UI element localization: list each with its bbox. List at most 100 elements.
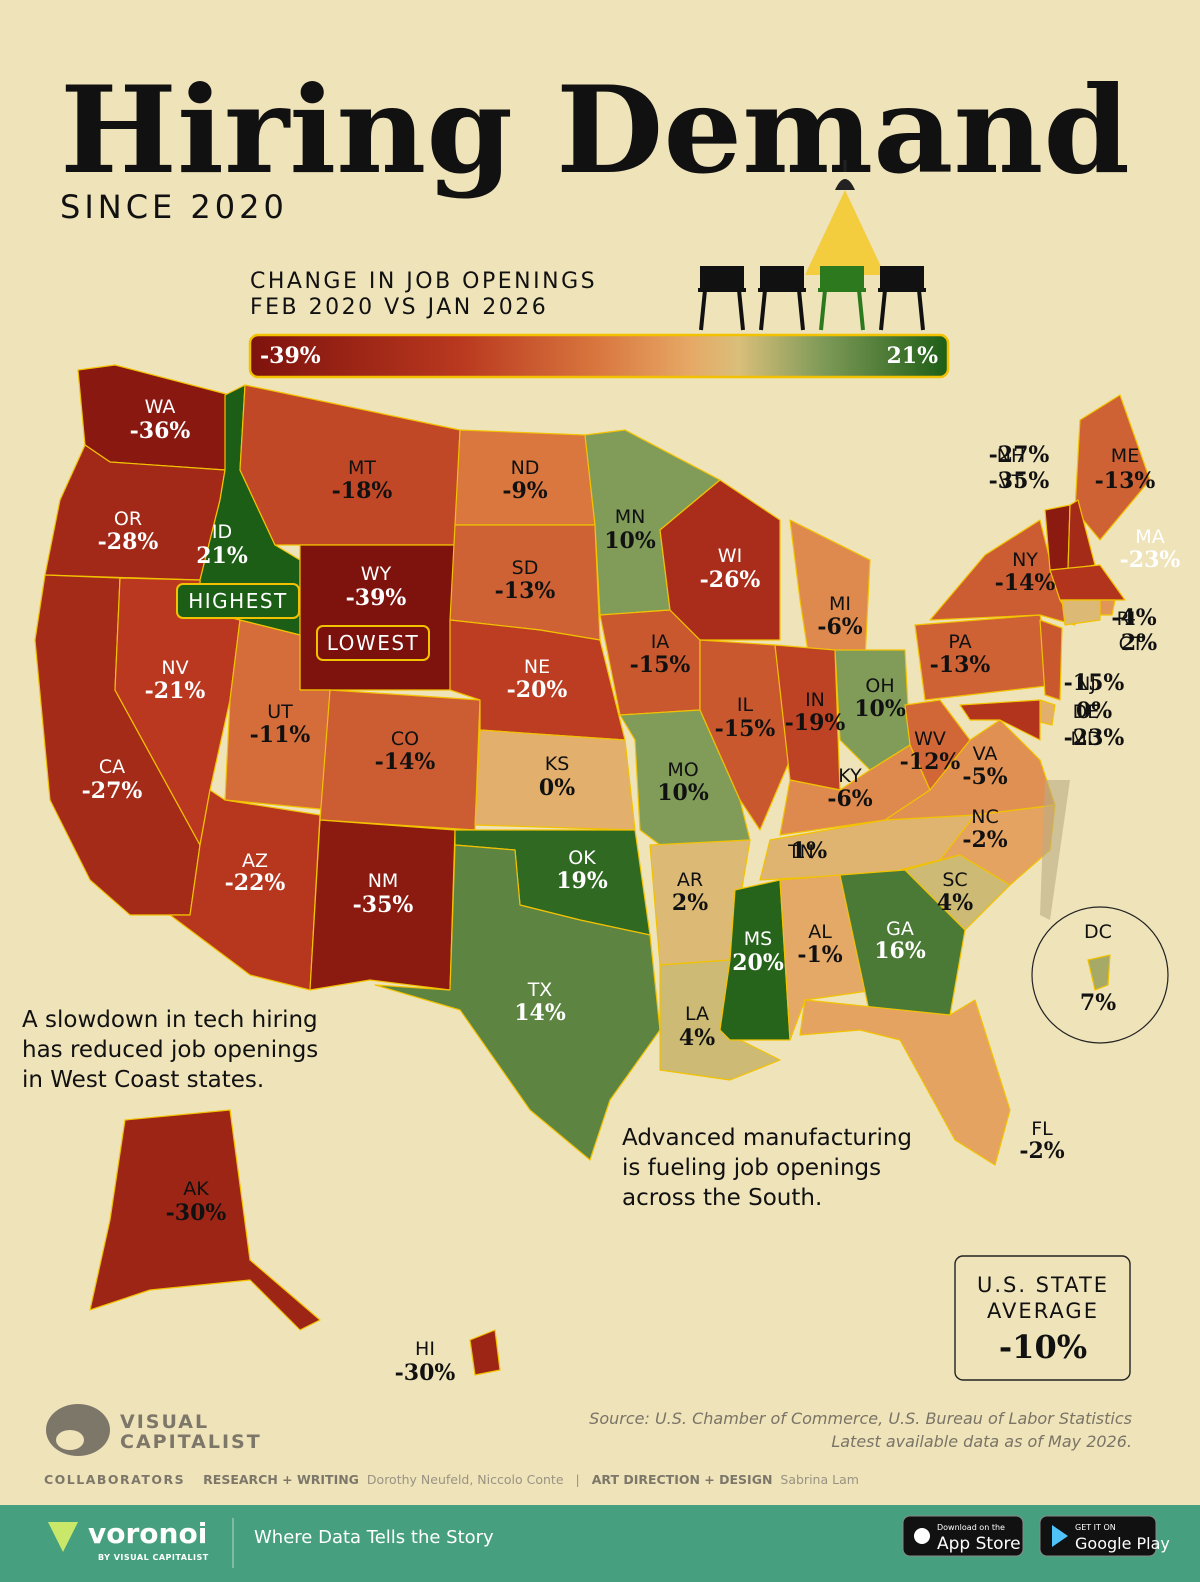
state-value: -4% — [1111, 605, 1156, 631]
state-value: -1% — [797, 942, 842, 968]
state — [1061, 599, 1101, 626]
state-value: -6% — [827, 786, 872, 812]
average-box — [954, 1255, 1131, 1381]
state-value: -20% — [507, 677, 568, 703]
state-value: 16% — [874, 938, 926, 964]
color-scale — [248, 333, 950, 379]
state-code: WI — [718, 545, 742, 567]
voronoi-logo — [48, 1522, 78, 1552]
state-code: VT — [999, 471, 1024, 493]
dc-inset — [1031, 906, 1169, 1044]
state-code: GA — [886, 918, 914, 940]
state — [89, 1109, 321, 1331]
state-value: -5% — [962, 764, 1007, 790]
state-value: -30% — [166, 1200, 227, 1226]
play-icon — [1052, 1525, 1068, 1547]
state-value: 4% — [937, 890, 973, 916]
state-code: MN — [615, 506, 646, 528]
state-code: IA — [651, 631, 670, 653]
state-code: NE — [524, 656, 550, 678]
state-code: WA — [145, 396, 176, 418]
state-code: NH — [997, 445, 1026, 467]
state-value: 19% — [556, 868, 608, 894]
annotation-line: Advanced manufacturing — [622, 1125, 912, 1151]
credits-names: Dorothy Neufeld, Niccolo Conte — [367, 1472, 564, 1487]
state-value: -15% — [715, 716, 776, 742]
state-code: AK — [183, 1178, 209, 1200]
state-value: -2% — [1019, 1138, 1064, 1164]
state-value: 7% — [1080, 990, 1116, 1016]
app-store-button[interactable] — [902, 1515, 1024, 1557]
state — [1087, 954, 1111, 991]
state — [374, 844, 661, 1161]
state-code: FL — [1031, 1118, 1053, 1140]
dc-pointer — [1040, 780, 1070, 920]
state-value: -19% — [785, 710, 846, 736]
state-value: -30% — [395, 1360, 456, 1386]
state-value: -13% — [930, 652, 991, 678]
footer-brand-sub: BY VISUAL CAPITALIST — [98, 1553, 209, 1562]
state-value: -15% — [630, 652, 691, 678]
title: Hiring Demand — [60, 60, 1130, 201]
credits-label: ART DIRECTION + DESIGN — [592, 1472, 773, 1487]
state-code: MO — [667, 759, 698, 781]
state-value: -14% — [375, 749, 436, 775]
average-title: U.S. STATE — [977, 1273, 1109, 1297]
state-code: RI — [1117, 608, 1136, 630]
map — [34, 364, 1151, 1376]
state-code: TN — [787, 841, 814, 863]
state-code: MS — [744, 928, 772, 950]
state-code: KS — [545, 753, 570, 775]
state-value: 2% — [1121, 630, 1157, 656]
highest-label: HIGHEST — [188, 589, 288, 613]
state-code: SC — [942, 869, 967, 891]
state-code: IL — [737, 694, 754, 716]
state-value: -27% — [82, 778, 143, 804]
state — [1039, 619, 1063, 701]
state-code: VA — [973, 743, 998, 765]
google-play-button[interactable] — [1039, 1515, 1157, 1557]
state-code: CA — [99, 756, 125, 778]
state-code: ID — [212, 521, 232, 543]
state-code: KY — [838, 765, 862, 787]
state — [799, 999, 1011, 1166]
state — [309, 819, 456, 991]
state-code: NC — [971, 806, 998, 828]
lowest-label: LOWEST — [327, 631, 420, 655]
map-labels: WA-36%OR-28%CA-27%ID21%MT-18%WY-39%NV-21… — [82, 396, 1181, 1386]
state-code: NY — [1012, 549, 1038, 571]
state-code: DE — [1073, 701, 1100, 723]
state-value: 10% — [604, 528, 656, 554]
state-code: AL — [808, 921, 832, 943]
highest-badge — [176, 583, 300, 619]
state-code: WV — [914, 728, 946, 750]
state-value: -35% — [353, 892, 414, 918]
state-code: ME — [1111, 445, 1139, 467]
credits-label: RESEARCH + WRITING — [203, 1472, 359, 1487]
state-code: CO — [391, 728, 419, 750]
state-value: -23% — [1064, 725, 1125, 751]
state-value: 1% — [791, 838, 827, 864]
apple-icon — [914, 1528, 930, 1544]
logo-text: VISUAL — [120, 1411, 209, 1433]
credits-heading: COLLABORATORS — [44, 1472, 185, 1487]
app-store-text: App Store — [937, 1534, 1021, 1554]
state-value: -9% — [502, 478, 547, 504]
state-code: PA — [948, 631, 971, 653]
annotation-line: in West Coast states. — [22, 1067, 264, 1093]
vc-logo: VISUAL CAPITALIST — [46, 1404, 262, 1456]
state-code: CT — [1119, 633, 1144, 655]
state-value: -13% — [1095, 468, 1156, 494]
state-value: -23% — [1120, 547, 1181, 573]
state-code: OK — [568, 847, 596, 869]
state-value: -26% — [700, 567, 761, 593]
annotation-line: across the South. — [622, 1185, 822, 1211]
state-code: OR — [114, 508, 142, 530]
state-value: -28% — [98, 529, 159, 555]
logo-text: CAPITALIST — [120, 1431, 262, 1453]
state-value: -21% — [145, 678, 206, 704]
state-value: 4% — [679, 1025, 715, 1051]
scale-max-label: 21% — [886, 343, 938, 369]
state — [839, 869, 966, 1016]
